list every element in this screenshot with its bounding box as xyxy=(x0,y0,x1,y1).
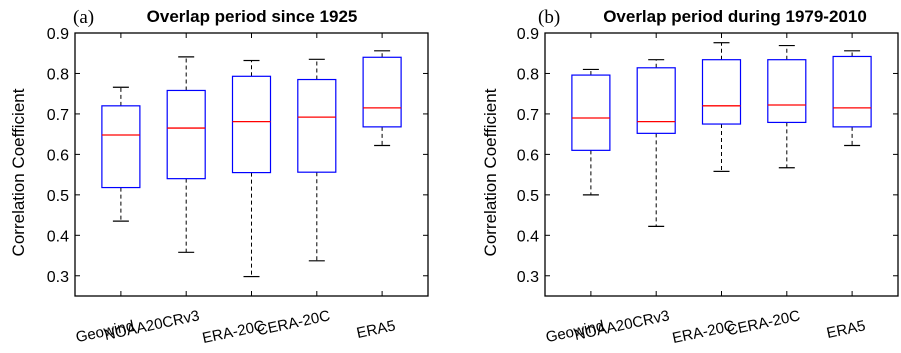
y-tick-label: 0.3 xyxy=(47,269,69,286)
category-label: CERA-20C xyxy=(726,307,802,339)
panel-label: (a) xyxy=(73,7,94,28)
y-tick-label: 0.7 xyxy=(517,107,539,124)
y-tick-label: 0.9 xyxy=(47,26,69,43)
iqr-box xyxy=(767,59,807,124)
category-label: ERA5 xyxy=(825,317,867,342)
box-era5 xyxy=(362,50,402,147)
plot-frame xyxy=(544,32,899,297)
box-cera-20c xyxy=(767,44,807,169)
y-tick-label: 0.9 xyxy=(517,26,539,43)
iqr-box xyxy=(701,59,742,125)
box-era-20c xyxy=(701,42,742,172)
y-tick-label: 0.8 xyxy=(517,66,539,83)
panel-label: (b) xyxy=(538,7,560,28)
y-tick-label: 0.3 xyxy=(517,269,539,286)
y-tick-label: 0.4 xyxy=(47,228,69,245)
box-cera-20c xyxy=(297,58,337,262)
y-axis-label: Correlation Coefficient xyxy=(481,88,500,256)
iqr-box xyxy=(362,56,402,128)
y-tick-label: 0.7 xyxy=(47,107,69,124)
category-label: ERA5 xyxy=(355,317,397,342)
iqr-box xyxy=(231,75,272,174)
box-geowind xyxy=(571,68,611,196)
box-era-20c xyxy=(231,59,272,278)
y-tick-label: 0.6 xyxy=(47,147,69,164)
box-era5 xyxy=(832,50,872,147)
iqr-box xyxy=(636,67,676,134)
chart-title: Overlap period since 1925 xyxy=(147,7,358,26)
iqr-box xyxy=(101,105,141,189)
y-tick-label: 0.5 xyxy=(47,188,69,205)
iqr-box xyxy=(297,78,337,173)
box-noaa20crv3 xyxy=(166,56,206,253)
y-tick-label: 0.6 xyxy=(517,147,539,164)
iqr-box xyxy=(166,89,206,180)
iqr-box xyxy=(571,74,611,151)
chart-title: Overlap period during 1979-2010 xyxy=(603,7,867,26)
y-tick-label: 0.5 xyxy=(517,188,539,205)
iqr-box xyxy=(832,55,872,128)
y-axis-label: Correlation Coefficient xyxy=(9,88,28,256)
box-noaa20crv3 xyxy=(636,59,676,228)
category-label: CERA-20C xyxy=(256,307,332,339)
category-label: NOAA20CRv3 xyxy=(573,307,671,344)
y-tick-label: 0.8 xyxy=(47,66,69,83)
box-geowind xyxy=(101,86,141,222)
y-tick-label: 0.4 xyxy=(517,228,539,245)
category-label: NOAA20CRv3 xyxy=(103,307,201,344)
